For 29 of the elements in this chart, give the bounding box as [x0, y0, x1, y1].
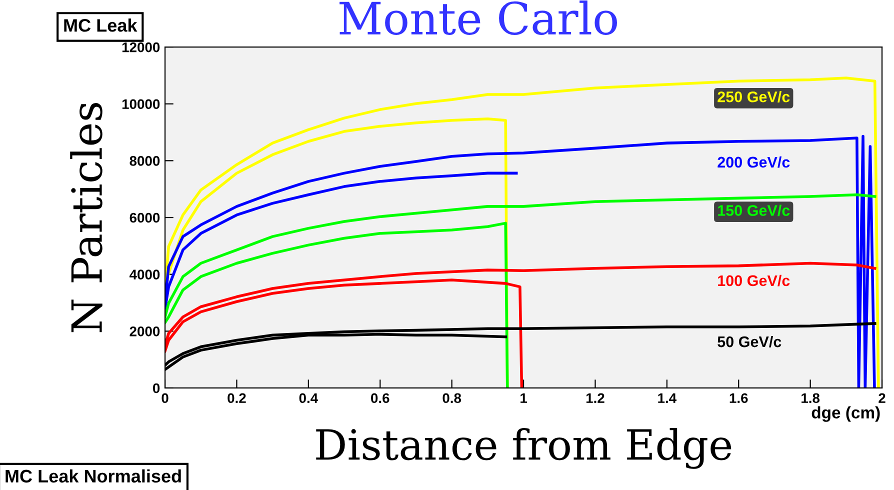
y-tick-label: 10000	[122, 99, 160, 110]
series-label: 50 GeV/c	[718, 336, 782, 348]
x-tick-label: 1.2	[586, 393, 604, 403]
x-tick-label: 0.6	[371, 393, 390, 404]
x-tick-label: 2	[878, 393, 886, 403]
series-label: 250 GeV/c	[718, 91, 790, 102]
y-tick-label: 12000	[122, 42, 160, 52]
text: dge (cm)	[812, 406, 880, 422]
y-tick-label: 4000	[129, 270, 160, 280]
series-label: 100 GeV/c	[718, 274, 790, 286]
chart-subtitle: Monte Carlo	[340, 0, 618, 35]
y-tick-label: 2000	[130, 326, 160, 336]
y-axis-title: N Particles	[70, 102, 102, 332]
x-axis-title: Distance from Edge	[316, 428, 732, 469]
chart-title: MC Leak	[64, 18, 138, 32]
y-tick-label: 6000	[130, 212, 160, 223]
y-tick-label: 0	[152, 383, 160, 394]
x-tick-label: 1	[520, 393, 527, 403]
series-label: 200 GeV/c	[718, 156, 790, 168]
x-tick-label: 0.4	[299, 393, 318, 404]
x-tick-label: 0.2	[228, 393, 246, 404]
x-tick-label: 1.4	[658, 393, 677, 403]
x-tick-label: 0.8	[442, 393, 462, 404]
x-tick-label: 1.6	[730, 393, 748, 404]
x-tick-label: 0	[162, 393, 168, 404]
y-tick-label: 8000	[130, 156, 160, 166]
x-tick-label: 1.8	[802, 393, 820, 404]
text: MC Leak Normalised	[6, 469, 181, 483]
series-label: 150 GeV/c	[718, 204, 790, 216]
